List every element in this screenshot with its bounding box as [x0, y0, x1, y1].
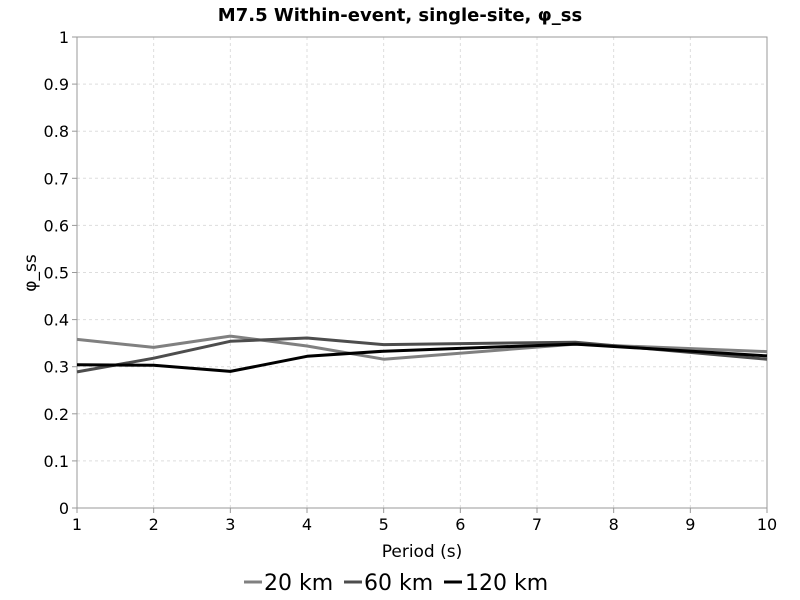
y-tick-label: 0.9 — [44, 75, 69, 94]
series-lines — [76, 334, 768, 374]
x-tick-label: 3 — [225, 515, 235, 534]
x-tick-label: 7 — [532, 515, 542, 534]
x-tick-label: 6 — [455, 515, 465, 534]
chart-title: M7.5 Within-event, single-site, φ_ss — [218, 5, 582, 26]
y-tick-label: 0.2 — [44, 405, 69, 424]
x-tick-label: 5 — [379, 515, 389, 534]
x-ticks: 1 2 3 4 5 6 7 8 9 10 — [72, 508, 777, 534]
grid — [77, 37, 767, 508]
y-tick-label: 0.4 — [44, 311, 69, 330]
y-tick-label: 0.1 — [44, 452, 69, 471]
series-line — [76, 342, 768, 373]
series-line — [76, 336, 768, 374]
legend: 20 km 60 km 120 km — [244, 571, 548, 596]
y-ticks: 0 0.1 0.2 0.3 0.4 0.5 0.6 0.7 0.8 0.9 1 — [44, 28, 77, 518]
y-axis-label: φ_ss — [21, 254, 41, 292]
x-tick-label: 4 — [302, 515, 312, 534]
x-tick-label: 9 — [685, 515, 695, 534]
x-tick-label: 10 — [757, 515, 777, 534]
y-tick-label: 0.3 — [44, 358, 69, 377]
y-tick-label: 0 — [59, 499, 69, 518]
y-tick-label: 0.5 — [44, 264, 69, 283]
legend-label: 20 km — [264, 571, 333, 596]
y-tick-label: 0.6 — [44, 216, 69, 235]
series-line — [76, 334, 768, 361]
x-axis-label: Period (s) — [382, 542, 463, 562]
x-tick-label: 8 — [609, 515, 619, 534]
x-tick-label: 1 — [72, 515, 82, 534]
y-tick-label: 1 — [59, 28, 69, 47]
legend-label: 60 km — [364, 571, 433, 596]
x-tick-label: 2 — [149, 515, 159, 534]
legend-label: 120 km — [465, 571, 548, 596]
y-tick-label: 0.7 — [44, 169, 69, 188]
y-tick-label: 0.8 — [44, 122, 69, 141]
